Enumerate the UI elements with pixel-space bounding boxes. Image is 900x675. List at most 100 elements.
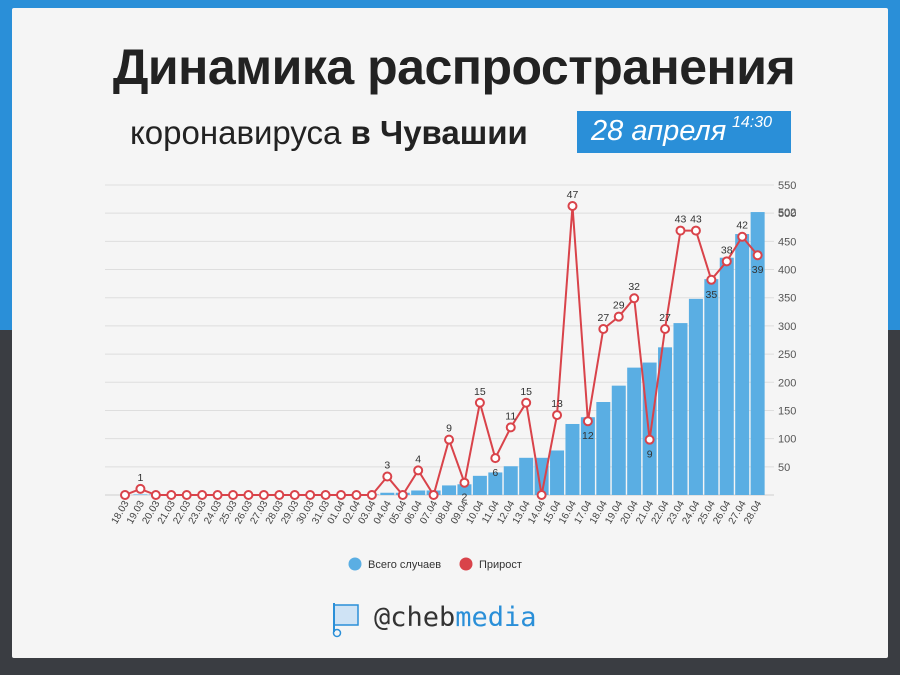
- brand-handle-media: media: [455, 602, 537, 633]
- growth-point: [243, 490, 254, 500]
- y-tick-label: 400: [778, 265, 796, 277]
- bar-total: [442, 485, 457, 495]
- bar-total: [565, 423, 580, 495]
- growth-value-label: 47: [567, 189, 579, 201]
- growth-point: [582, 416, 593, 427]
- growth-value-label: 38: [721, 244, 733, 256]
- page-title: Динамика распространения: [112, 39, 796, 95]
- growth-value-label: 35: [705, 289, 717, 301]
- growth-value-label: 27: [597, 312, 609, 324]
- growth-value-label: 43: [675, 214, 687, 226]
- growth-point: [197, 490, 208, 500]
- growth-point: [305, 490, 316, 500]
- legend-label-total: Всего случаев: [368, 559, 441, 571]
- bar-total: [519, 457, 534, 495]
- growth-point: [366, 490, 377, 500]
- brand-handle: @chebmedia: [374, 602, 537, 633]
- bar-total: [411, 490, 426, 495]
- growth-point: [120, 490, 130, 500]
- growth-point: [613, 311, 624, 322]
- growth-value-label: 3: [384, 460, 390, 472]
- legend-label-growth: Прирост: [479, 559, 522, 571]
- page-subtitle: коронавируса в Чувашии: [130, 114, 528, 152]
- growth-value-label: 6: [492, 467, 498, 479]
- bar-total: [133, 494, 148, 495]
- growth-point: [428, 490, 439, 500]
- time-label: 14:30: [732, 114, 773, 131]
- growth-point: [181, 490, 192, 500]
- y-tick-label: 550: [778, 180, 796, 192]
- y-tick-label: 250: [778, 349, 796, 361]
- growth-point: [459, 477, 470, 488]
- growth-point: [166, 490, 177, 500]
- bar-value-label: 502: [778, 207, 796, 219]
- bar-total: [704, 279, 719, 495]
- y-tick-label: 300: [778, 321, 796, 333]
- y-tick-label: 100: [778, 434, 796, 446]
- bar-total: [534, 457, 549, 495]
- bar-total: [688, 298, 703, 495]
- bar-total: [580, 417, 595, 495]
- growth-value-label: 12: [582, 430, 594, 442]
- growth-value-label: 15: [474, 386, 486, 398]
- growth-point: [505, 422, 516, 433]
- growth-value-label: 42: [736, 220, 748, 232]
- y-tick-label: 200: [778, 377, 796, 389]
- bar-total: [488, 472, 503, 495]
- bar-total: [735, 234, 750, 495]
- date-label: 28 апреля: [591, 115, 727, 147]
- y-tick-label: 150: [778, 405, 796, 417]
- subtitle-bold: в Чувашии: [350, 114, 528, 151]
- bar-total: [642, 362, 657, 495]
- legend-swatch-growth: [459, 557, 473, 571]
- growth-point: [521, 397, 532, 408]
- growth-value-label: 13: [551, 398, 563, 410]
- growth-point: [644, 434, 655, 445]
- growth-point: [212, 490, 223, 500]
- bar-total: [627, 367, 642, 495]
- growth-value-label: 2: [462, 492, 468, 504]
- growth-value-label: 9: [446, 423, 452, 435]
- bar-total: [658, 347, 673, 495]
- growth-point: [675, 225, 686, 236]
- growth-point: [490, 453, 501, 464]
- growth-point: [737, 231, 748, 242]
- growth-point: [289, 490, 300, 500]
- growth-value-label: 32: [628, 281, 640, 293]
- bar-total: [380, 492, 395, 495]
- growth-value-label: 29: [613, 300, 625, 312]
- growth-value-label: 15: [520, 386, 532, 398]
- growth-point: [552, 410, 563, 421]
- growth-point: [706, 274, 717, 285]
- growth-point: [690, 225, 701, 236]
- growth-point: [721, 256, 732, 267]
- growth-point: [150, 490, 161, 500]
- growth-point: [135, 483, 146, 494]
- infographic-card: Динамика распространения коронавируса в …: [12, 8, 888, 658]
- growth-point: [474, 397, 485, 408]
- growth-point: [228, 490, 239, 500]
- growth-value-label: 27: [659, 312, 671, 324]
- growth-point: [336, 490, 347, 500]
- flag-icon: [332, 603, 359, 638]
- bar-total: [750, 212, 765, 495]
- date-badge: 28 апреля 14:30: [577, 111, 791, 153]
- growth-value-label: 9: [647, 449, 653, 461]
- bar-total: [673, 323, 688, 495]
- growth-point: [660, 323, 671, 334]
- growth-point: [413, 465, 424, 476]
- growth-point: [258, 490, 269, 500]
- growth-point: [274, 490, 285, 500]
- growth-point: [629, 293, 640, 304]
- covid-chart: 5010015020025030035040045050055050213492…: [105, 180, 796, 571]
- bar-total: [596, 402, 611, 495]
- subtitle-plain: коронавируса: [130, 114, 342, 151]
- bar-total: [457, 484, 472, 495]
- growth-point: [598, 323, 609, 334]
- growth-value-label: 43: [690, 214, 702, 226]
- growth-point: [320, 490, 331, 500]
- brand-handle-at: @cheb: [374, 602, 456, 633]
- growth-point: [752, 250, 763, 261]
- growth-point: [382, 471, 393, 482]
- growth-point: [397, 490, 408, 500]
